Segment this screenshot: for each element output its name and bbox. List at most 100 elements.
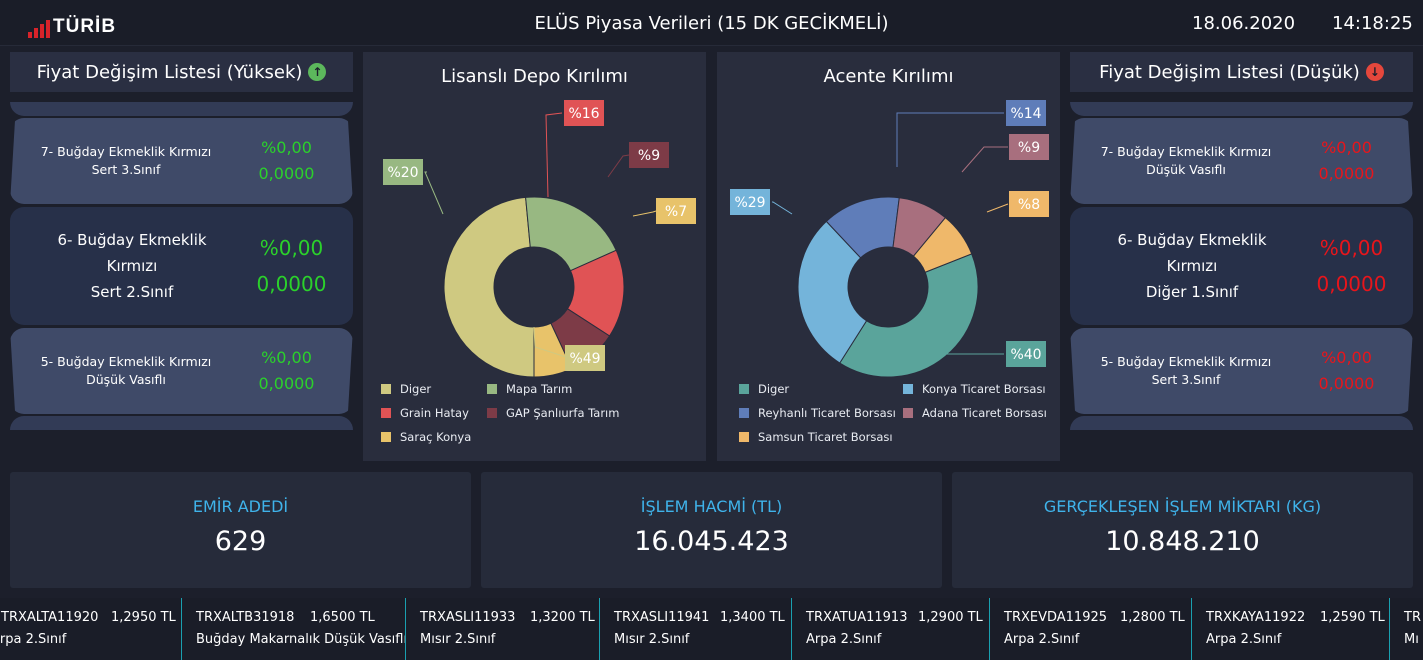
ticker-code: TRXALTA11920 (1, 610, 99, 625)
page-title: ELÜS Piyasa Verileri (15 DK GECİKMELİ) (534, 13, 889, 34)
legend-item[interactable]: Konya Ticaret Borsası (903, 382, 1046, 396)
arrow-up-circle-icon: ↑ (308, 63, 327, 81)
donut-slice-4[interactable] (533, 322, 573, 378)
label-leader-line (926, 317, 1004, 355)
data-label: %7 (665, 204, 687, 220)
legend-item[interactable]: Diger (381, 382, 431, 396)
legend-item[interactable]: GAP Şanlıurfa Tarım (487, 406, 619, 420)
list-item-partial-top (1070, 102, 1413, 116)
item-grade: Sert 3.Sınıf (91, 162, 161, 177)
ticker-code: TRXASLI11941 (614, 610, 710, 625)
stat-label: İŞLEM HACMİ (TL) (640, 497, 783, 516)
ticker-price: 1,3200 TL (530, 610, 595, 625)
item-percent: %0,00 (1319, 236, 1384, 260)
ticker-price: 1,2900 TL (918, 610, 983, 625)
ticker-item[interactable]: TRXALTA11920 1,2950 TL Arpa 2.Sınıf (0, 598, 187, 660)
item-grade: Sert 3.Sınıf (1151, 372, 1221, 387)
legend-item[interactable]: Samsun Ticaret Borsası (739, 430, 893, 444)
ticker-code: TRXATUA11913 (806, 610, 908, 625)
ticker-item[interactable]: TRXEVDA11925 1,2800 TL Arpa 2.Sınıf (989, 598, 1191, 660)
data-label-box (564, 100, 604, 126)
donut-slice-1[interactable] (525, 196, 617, 272)
ticker-desc: Arpa 2.Sınıf (1206, 632, 1282, 647)
panel-title-high: Fiyat Değişim Listesi (Yüksek) ↑ (10, 52, 353, 92)
legend-swatch (739, 432, 749, 442)
stat-trade-quantity: GERÇEKLEŞEN İŞLEM MİKTARI (KG) 10.848.21… (952, 472, 1413, 588)
legend-item[interactable]: Reyhanlı Ticaret Borsası (739, 406, 896, 420)
list-item[interactable]: 7- Buğday Ekmeklik Kırmızı Sert 3.Sınıf %… (10, 118, 353, 204)
item-value: 0,0000 (1318, 374, 1375, 393)
item-percent: %0,00 (261, 138, 312, 157)
item-percent: %0,00 (1321, 348, 1372, 367)
legend-item[interactable]: Adana Ticaret Borsası (903, 406, 1047, 420)
data-label-box (1006, 341, 1046, 367)
ticker-code: TRXEVDA11925 (1004, 610, 1108, 625)
ticker-price: 1,3400 TL (720, 610, 785, 625)
data-label: %20 (387, 165, 418, 181)
price-change-list-high: Fiyat Değişim Listesi (Yüksek) ↑ 7- Buğd… (10, 52, 353, 432)
donut-slice-0[interactable] (443, 196, 535, 378)
data-label: %8 (1018, 197, 1040, 213)
donut-slice-4[interactable] (912, 216, 973, 273)
stat-value: 629 (214, 526, 267, 557)
list-item[interactable]: 5- Buğday Ekmeklik Kırmızı Düşük Vasıflı … (10, 328, 353, 414)
data-label: %9 (638, 148, 660, 164)
item-name: 6- Buğday Ekmeklik Kırmızı (1117, 231, 1267, 275)
label-leader-line (545, 112, 563, 198)
ticker-desc: Mısır 2.Sınıf (614, 632, 690, 647)
data-label-box (565, 345, 605, 371)
list-item[interactable]: 7- Buğday Ekmeklik Kırmızı Düşük Vasıflı … (1070, 118, 1413, 204)
donut-slice-0[interactable] (839, 253, 979, 378)
legend-swatch (903, 384, 913, 394)
label-leader-line (424, 171, 444, 215)
legend-item[interactable]: Mapa Tarım (487, 382, 572, 396)
data-label: %40 (1010, 347, 1041, 363)
stat-label: GERÇEKLEŞEN İŞLEM MİKTARI (KG) (1043, 497, 1322, 516)
chart-panel-agency: Acente Kırılımı %40 %29 %14 %9 %8 Diger Konya… (717, 52, 1060, 461)
legend-label: Diger (400, 382, 432, 396)
ticker-item[interactable]: TRXALTB31918 1,6500 TL Buğday Makarnalık… (181, 598, 407, 660)
panel-title-text: Fiyat Değişim Listesi (Yüksek) (36, 61, 303, 83)
data-label: %29 (734, 195, 765, 211)
item-value: 0,0000 (258, 164, 315, 183)
label-leader-line (896, 112, 1004, 167)
item-grade: Düşük Vasıflı (1146, 162, 1226, 177)
ticker-item[interactable]: TRXASLI11941 1,3400 TL Mısır 2.Sınıf (599, 598, 791, 660)
legend-label: Diger (758, 382, 790, 396)
logo-bars-icon (28, 14, 50, 38)
stat-value: 10.848.210 (1105, 526, 1260, 557)
legend-label: Grain Hatay (400, 406, 469, 420)
item-percent: %0,00 (261, 348, 312, 367)
legend-label: Adana Ticaret Borsası (922, 406, 1047, 420)
legend-label: Konya Ticaret Borsası (922, 382, 1046, 396)
ticker-desc: Mısır 2.Sınıf (420, 632, 496, 647)
ticker-item[interactable]: TR Mı (1389, 598, 1423, 660)
item-grade: Sert 2.Sınıf (90, 283, 174, 301)
item-grade: Düşük Vasıflı (86, 372, 166, 387)
data-label-box (1009, 191, 1049, 217)
legend-item[interactable]: Saraç Konya (381, 430, 471, 444)
legend-label: Saraç Konya (400, 430, 472, 444)
data-label-box (730, 189, 770, 215)
legend-swatch (487, 408, 497, 418)
item-name: 7- Buğday Ekmeklik Kırmızı (1100, 144, 1272, 159)
donut-slice-1[interactable] (797, 220, 868, 364)
ticker-item[interactable]: TRXKAYA11922 1,2590 TL Arpa 2.Sınıf (1191, 598, 1389, 660)
item-name: 7- Buğday Ekmeklik Kırmızı (40, 144, 212, 159)
list-item[interactable]: 5- Buğday Ekmeklik Kırmızı Sert 3.Sınıf %… (1070, 328, 1413, 414)
legend-item[interactable]: Diger (739, 382, 789, 396)
turib-logo[interactable]: TÜRİB (28, 10, 116, 38)
ticker-item[interactable]: TRXASLI11933 1,3200 TL Mısır 2.Sınıf (405, 598, 599, 660)
data-label-box (656, 198, 696, 224)
list-item[interactable]: 6- Buğday Ekmeklik Kırmızı Sert 2.Sınıf %… (10, 207, 353, 325)
list-item[interactable]: 6- Buğday Ekmeklik Kırmızı Diğer 1.Sınıf … (1070, 207, 1413, 325)
ticker-item[interactable]: TRXATUA11913 1,2900 TL Arpa 2.Sınıf (791, 598, 989, 660)
data-label-box (383, 159, 423, 185)
chart-panel-depot: Lisanslı Depo Kırılımı %49 %20 %16 %9 %7 Dig… (363, 52, 706, 461)
ticker-code: TRXALTB31918 (196, 610, 295, 625)
ticker-price: 1,2800 TL (1120, 610, 1185, 625)
label-leader-line (986, 203, 1009, 213)
legend-item[interactable]: Grain Hatay (381, 406, 469, 420)
legend-swatch (487, 384, 497, 394)
stat-label: EMİR ADEDİ (192, 497, 289, 516)
